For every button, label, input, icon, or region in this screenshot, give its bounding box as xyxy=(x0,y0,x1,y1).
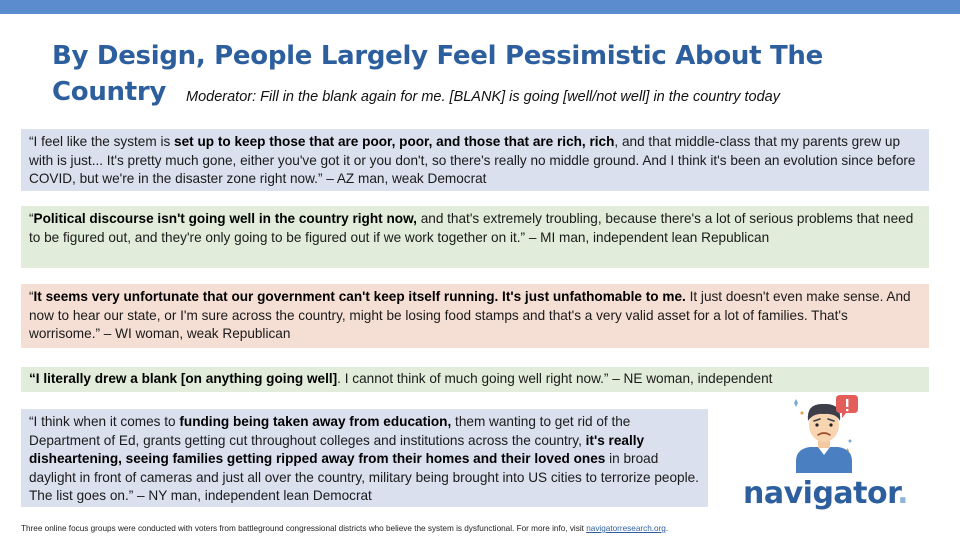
quote-box-ne: “I literally drew a blank [on anything g… xyxy=(21,367,929,392)
quote-text: It just doesn't even make sense. And now… xyxy=(29,289,911,341)
quote-box-ny: “I think when it comes to funding being … xyxy=(21,409,708,507)
footer-link[interactable]: navigatorresearch.org xyxy=(586,524,666,533)
quote-highlight: it's really disheartening, seeing famili… xyxy=(29,432,645,467)
footer-end: . xyxy=(665,524,669,533)
footer-note: Three online focus groups were conducted… xyxy=(21,524,668,533)
quote-highlight: funding being taken away from education, xyxy=(179,414,452,429)
quote-text: in broad daylight in front of cameras an… xyxy=(29,451,699,503)
quote-box-mi: “Political discourse isn't going well in… xyxy=(21,206,929,268)
quote-highlight: Political discourse isn't going well in … xyxy=(33,211,417,226)
quote-text: “I feel like the system is xyxy=(29,134,175,149)
logo-dot: . xyxy=(897,476,909,511)
quote-highlight: It seems very unfortunate that our gover… xyxy=(33,289,686,304)
quote-text: “I think when it comes to xyxy=(29,414,180,429)
top-accent-bar xyxy=(0,0,960,14)
footer-text: Three online focus groups were conducted… xyxy=(21,524,587,533)
quote-box-az: “I feel like the system is set up to kee… xyxy=(21,129,929,191)
quote-text: . I cannot think of much going well righ… xyxy=(337,371,773,386)
page-title: By Design, People Largely Feel Pessimist… xyxy=(52,41,823,107)
navigator-logo: navigator. xyxy=(743,476,909,511)
quote-text: them wanting to get rid of the Departmen… xyxy=(29,414,631,448)
moderator-prompt: Moderator: Fill in the blank again for m… xyxy=(186,89,780,105)
worried-person-icon xyxy=(794,395,858,473)
logo-wordmark: navigator xyxy=(743,476,898,511)
quote-text: and that's extremely troubling, because … xyxy=(29,211,914,245)
quote-text: “ xyxy=(29,211,34,226)
quote-box-wi: “It seems very unfortunate that our gove… xyxy=(21,284,929,348)
quote-text: “ xyxy=(29,289,34,304)
quote-highlight: set up to keep those that are poor, poor… xyxy=(174,134,615,149)
quote-highlight: “I literally drew a blank [on anything g… xyxy=(29,371,338,386)
quote-text: , and that middle-class that my parents … xyxy=(29,134,916,186)
